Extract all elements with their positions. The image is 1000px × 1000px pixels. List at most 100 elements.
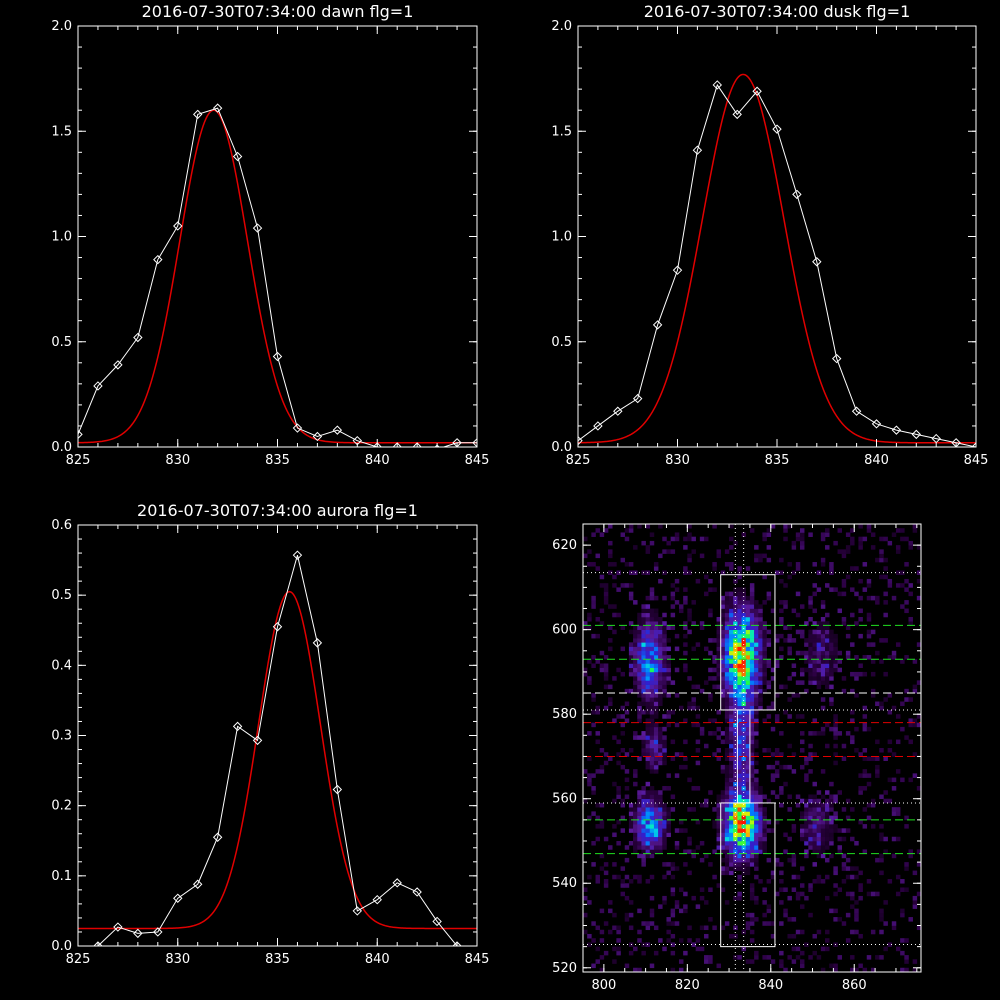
heatmap-cell <box>645 811 651 816</box>
heatmap-cell <box>779 862 784 867</box>
heatmap-cell <box>774 857 780 863</box>
heatmap-cell <box>904 587 909 592</box>
heatmap-cell <box>758 824 763 829</box>
heatmap-cell <box>720 836 726 842</box>
heatmap-cell <box>628 642 634 647</box>
data-point-diamond <box>113 360 123 370</box>
heatmap-cell <box>724 840 730 846</box>
heatmap-cell <box>758 828 763 833</box>
heatmap-cell <box>637 667 642 673</box>
heatmap-cell <box>799 824 805 829</box>
heatmap-cell <box>741 650 747 656</box>
heatmap-cell <box>633 633 638 639</box>
heatmap-cell <box>658 790 663 795</box>
heatmap-cell <box>745 663 751 668</box>
heatmap-cell <box>645 684 651 690</box>
heatmap-cell <box>804 798 809 804</box>
heatmap-cell <box>724 591 730 597</box>
heatmap-cell <box>724 693 730 698</box>
heatmap-cell <box>729 701 734 707</box>
heatmap-cell <box>808 680 813 685</box>
heatmap-cell <box>683 756 688 761</box>
plot-area <box>78 550 477 946</box>
heatmap-cell <box>891 807 897 812</box>
data-point-diamond <box>812 257 822 267</box>
heatmap-cell <box>850 536 855 542</box>
heatmap-cell <box>662 625 667 630</box>
heatmap-cell <box>729 777 734 783</box>
heatmap-cell <box>895 545 901 550</box>
heatmap-cell <box>850 718 855 723</box>
heatmap-cell <box>608 701 613 707</box>
heatmap-cell <box>845 938 851 943</box>
heatmap-cell <box>699 887 705 892</box>
heatmap-cell <box>691 684 696 690</box>
y-tick-label: 2.0 <box>551 19 572 34</box>
heatmap-cell <box>825 819 830 825</box>
heatmap-cell <box>653 735 659 740</box>
heatmap-cell <box>779 621 784 626</box>
heatmap-cell <box>820 769 826 774</box>
heatmap-cell <box>645 650 651 656</box>
heatmap-cell <box>812 807 817 812</box>
chart-title: 2016-07-30T07:34:00 dawn flg=1 <box>142 2 414 21</box>
heatmap-cell <box>653 659 659 664</box>
heatmap-cell <box>795 874 801 880</box>
heatmap-cell <box>649 849 655 854</box>
heatmap-cell <box>749 739 755 745</box>
heatmap-cell <box>754 866 759 871</box>
heatmap-cell <box>729 684 734 690</box>
heatmap-cell <box>729 625 734 630</box>
heatmap-cell <box>820 562 826 567</box>
heatmap-cell <box>854 671 859 677</box>
heatmap-cell <box>712 731 717 736</box>
heatmap-cell <box>645 549 651 554</box>
heatmap-cell <box>674 633 680 639</box>
y-tick-label: 2.0 <box>51 19 72 34</box>
heatmap-cell <box>875 857 880 863</box>
heatmap-cell <box>658 646 663 652</box>
heatmap-cell <box>658 726 663 732</box>
heatmap-cell <box>666 917 671 922</box>
heatmap-cell <box>858 933 863 939</box>
heatmap-cell <box>658 676 663 681</box>
heatmap-cell <box>774 638 780 643</box>
heatmap-cell <box>741 845 747 850</box>
heatmap-cell <box>754 731 759 736</box>
heatmap-cell <box>799 904 805 909</box>
data-point-diamond <box>831 353 842 364</box>
heatmap-cell <box>854 621 859 626</box>
heatmap-cell <box>762 574 767 580</box>
data-point-diamond <box>78 429 83 440</box>
heatmap-cell <box>741 587 747 592</box>
heatmap-cell <box>812 933 817 939</box>
heatmap-cell <box>683 600 688 605</box>
heatmap-cell <box>620 532 626 537</box>
heatmap-cell <box>829 824 834 829</box>
heatmap-cell <box>829 629 834 635</box>
heatmap-cell <box>687 629 692 635</box>
heatmap-cell <box>816 646 822 652</box>
heatmap-cell <box>770 777 776 783</box>
heatmap-cell <box>883 756 888 761</box>
heatmap-cell <box>649 752 655 757</box>
heatmap-cell <box>866 616 872 622</box>
heatmap-cell <box>658 650 663 656</box>
measured-profile-line <box>578 83 976 447</box>
heatmap-cell <box>666 921 671 926</box>
heatmap-cell <box>678 764 684 770</box>
heatmap-cell <box>741 591 747 597</box>
heatmap-cell <box>808 798 813 804</box>
heatmap-cell <box>733 684 738 690</box>
heatmap-cell <box>745 625 751 630</box>
heatmap-cell <box>729 680 734 685</box>
heatmap-cell <box>749 726 755 732</box>
heatmap-cell <box>783 709 788 715</box>
heatmap-cell <box>645 764 651 770</box>
heatmap-cell <box>745 845 751 850</box>
heatmap-cell <box>653 646 659 652</box>
heatmap-cell <box>779 921 784 926</box>
data-point-diamond <box>971 442 976 447</box>
heatmap-cell <box>766 663 772 668</box>
heatmap-cell <box>633 731 638 736</box>
